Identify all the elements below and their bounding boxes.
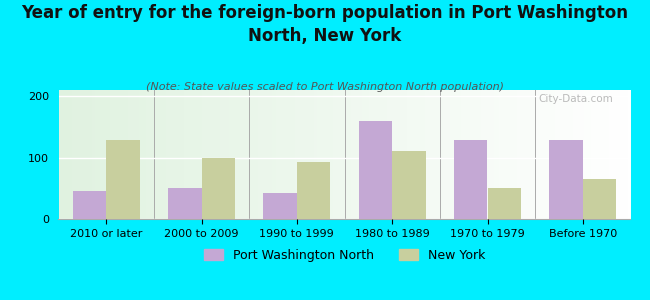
Text: (Note: State values scaled to Port Washington North population): (Note: State values scaled to Port Washi… <box>146 82 504 92</box>
Bar <box>359 121 392 219</box>
Bar <box>263 193 297 219</box>
Text: Year of entry for the foreign-born population in Port Washington
North, New York: Year of entry for the foreign-born popul… <box>21 4 629 45</box>
Bar <box>454 140 488 219</box>
Bar <box>202 158 235 219</box>
Bar <box>297 162 330 219</box>
Bar <box>168 188 202 219</box>
Legend: Port Washington North, New York: Port Washington North, New York <box>199 244 490 267</box>
Bar <box>392 152 426 219</box>
Bar <box>106 140 140 219</box>
Bar <box>549 140 583 219</box>
Bar <box>73 191 106 219</box>
Bar <box>583 179 616 219</box>
Bar <box>488 188 521 219</box>
Text: City-Data.com: City-Data.com <box>539 94 614 104</box>
